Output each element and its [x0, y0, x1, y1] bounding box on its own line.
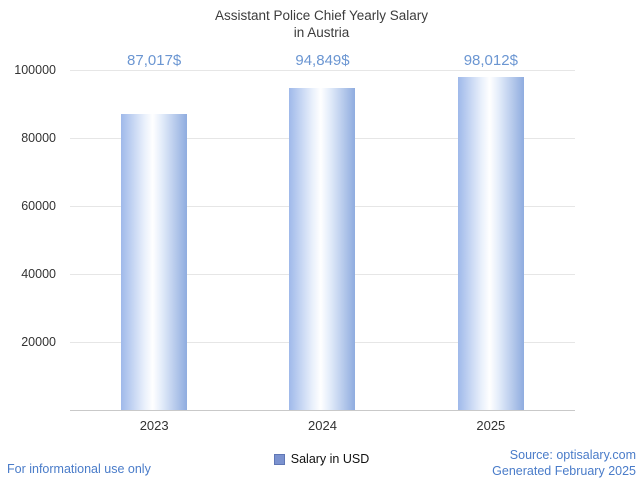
x-tick-label-2023: 2023: [139, 418, 169, 433]
y-tick-label: 40000: [21, 267, 56, 281]
value-label-2025: 98,012$: [463, 52, 518, 69]
y-tick-label: 60000: [21, 199, 56, 213]
x-axis-labels: 2023 2024 2025: [70, 418, 575, 433]
value-label-2024: 94,849$: [295, 52, 350, 69]
source-block: Source: optisalary.com Generated Februar…: [492, 447, 636, 479]
bars-row: [70, 70, 575, 410]
gridline: [70, 70, 575, 71]
bar-2025: [457, 76, 524, 410]
y-tick-label: 20000: [21, 335, 56, 349]
legend-label: Salary in USD: [290, 452, 370, 466]
value-label-2023: 87,017$: [127, 52, 182, 69]
source-text[interactable]: Source: optisalary.com: [509, 448, 636, 462]
generated-text: Generated February 2025: [492, 464, 636, 478]
plot-area: [70, 70, 575, 411]
legend: Salary in USD: [0, 452, 643, 466]
bar-slot: [407, 70, 575, 410]
y-tick-label: 100000: [14, 63, 56, 77]
bar-slot: [238, 70, 406, 410]
disclaimer-text: For informational use only: [7, 462, 151, 476]
chart-title: Assistant Police Chief Yearly Salary in …: [0, 7, 643, 41]
x-tick-label-2024: 2024: [308, 418, 337, 433]
chart-title-line1: Assistant Police Chief Yearly Salary: [214, 8, 429, 23]
bar-2024: [289, 87, 356, 410]
chart-title-line2: in Austria: [293, 25, 350, 40]
y-tick-label: 80000: [21, 131, 56, 145]
value-label-row: 87,017$ 94,849$ 98,012$: [70, 52, 575, 69]
bar-2023: [121, 114, 188, 410]
legend-swatch-icon: [273, 453, 285, 465]
x-tick-label-2025: 2025: [476, 418, 506, 433]
bar-slot: [70, 70, 238, 410]
y-axis: 20000 40000 60000 80000 100000: [0, 63, 62, 410]
